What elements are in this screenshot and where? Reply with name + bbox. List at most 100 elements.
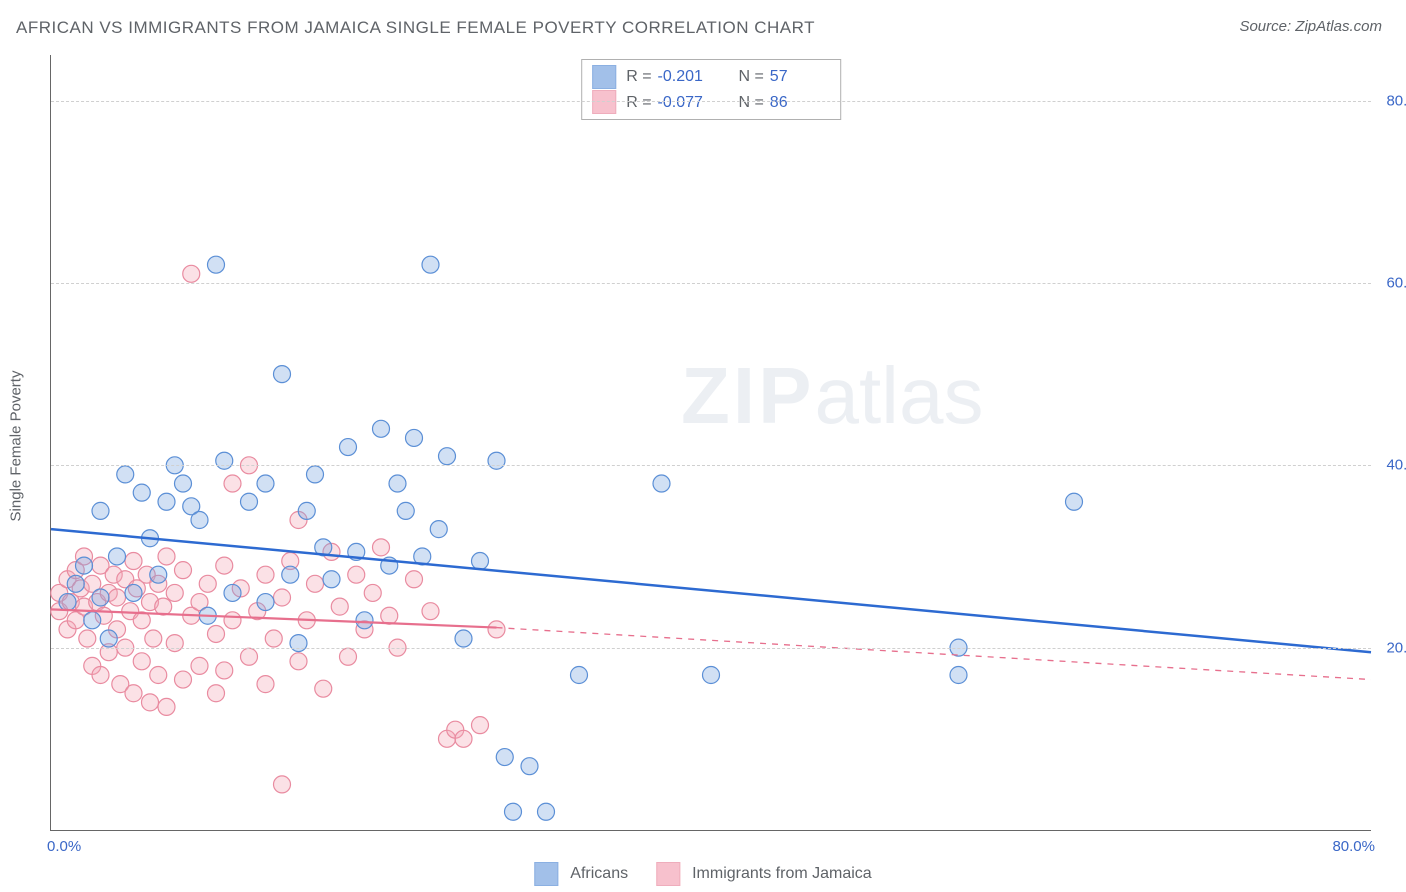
y-axis-title: Single Female Poverty	[8, 371, 25, 522]
y-tick-label: 60.0%	[1386, 274, 1406, 291]
data-point	[496, 749, 513, 766]
legend-item: Africans	[534, 862, 628, 886]
data-point	[145, 630, 162, 647]
data-point	[406, 571, 423, 588]
data-point	[257, 676, 274, 693]
data-point	[356, 612, 373, 629]
data-point	[703, 667, 720, 684]
legend-swatch	[592, 90, 616, 114]
data-point	[307, 575, 324, 592]
stats-legend-row: R = -0.077 N = 86	[592, 90, 830, 116]
y-tick-label: 40.0%	[1386, 457, 1406, 474]
legend-item: Immigrants from Jamaica	[656, 862, 872, 886]
data-point	[397, 502, 414, 519]
data-point	[348, 566, 365, 583]
data-point	[92, 589, 109, 606]
stats-legend: R = -0.201 N = 57R = -0.077 N = 86	[581, 59, 841, 120]
data-point	[538, 803, 555, 820]
stat-n-value: 57	[770, 64, 830, 90]
y-tick-label: 20.0%	[1386, 639, 1406, 656]
chart-title: AFRICAN VS IMMIGRANTS FROM JAMAICA SINGL…	[16, 18, 815, 38]
data-point	[298, 502, 315, 519]
data-point	[125, 584, 142, 601]
data-point	[84, 612, 101, 629]
stat-n-label: N =	[738, 90, 763, 116]
data-point	[150, 566, 167, 583]
data-point	[381, 607, 398, 624]
data-point	[455, 730, 472, 747]
data-point	[166, 584, 183, 601]
data-point	[216, 557, 233, 574]
data-point	[208, 256, 225, 273]
data-point	[340, 648, 357, 665]
series-legend: Africans Immigrants from Jamaica	[534, 862, 871, 886]
data-point	[282, 566, 299, 583]
legend-swatch	[656, 862, 680, 886]
legend-swatch	[592, 65, 616, 89]
stat-r-label: R =	[626, 90, 651, 116]
data-point	[76, 557, 93, 574]
source-label: Source: ZipAtlas.com	[1239, 18, 1382, 35]
data-point	[521, 758, 538, 775]
data-point	[274, 776, 291, 793]
legend-label: Immigrants from Jamaica	[692, 865, 872, 883]
data-point	[150, 667, 167, 684]
data-point	[389, 475, 406, 492]
data-point	[315, 680, 332, 697]
data-point	[59, 594, 76, 611]
data-point	[373, 420, 390, 437]
stat-r-value: -0.201	[658, 64, 718, 90]
data-point	[455, 630, 472, 647]
data-point	[257, 475, 274, 492]
data-point	[241, 648, 258, 665]
data-point	[257, 566, 274, 583]
data-point	[373, 539, 390, 556]
legend-swatch	[534, 862, 558, 886]
legend-label: Africans	[570, 865, 628, 883]
data-point	[290, 653, 307, 670]
data-point	[340, 439, 357, 456]
data-point	[505, 803, 522, 820]
data-point	[406, 429, 423, 446]
data-point	[422, 256, 439, 273]
data-point	[216, 662, 233, 679]
data-point	[472, 717, 489, 734]
data-point	[257, 594, 274, 611]
data-point	[488, 452, 505, 469]
data-point	[571, 667, 588, 684]
gridline	[51, 465, 1371, 466]
data-point	[191, 657, 208, 674]
x-tick-min: 0.0%	[47, 838, 81, 855]
data-point	[208, 625, 225, 642]
gridline	[51, 648, 1371, 649]
data-point	[224, 612, 241, 629]
data-point	[175, 562, 192, 579]
data-point	[155, 598, 172, 615]
data-point	[439, 448, 456, 465]
data-point	[265, 630, 282, 647]
trend-line-dashed	[497, 628, 1372, 680]
data-point	[216, 452, 233, 469]
data-point	[133, 484, 150, 501]
data-point	[1066, 493, 1083, 510]
stat-r-value: -0.077	[658, 90, 718, 116]
data-point	[175, 475, 192, 492]
data-point	[290, 635, 307, 652]
data-point	[191, 512, 208, 529]
x-tick-max: 80.0%	[1332, 838, 1375, 855]
data-point	[422, 603, 439, 620]
data-point	[472, 553, 489, 570]
data-point	[158, 698, 175, 715]
data-point	[224, 584, 241, 601]
data-point	[274, 589, 291, 606]
data-point	[653, 475, 670, 492]
data-point	[133, 653, 150, 670]
data-point	[79, 630, 96, 647]
data-point	[142, 694, 159, 711]
data-point	[158, 548, 175, 565]
chart-svg	[51, 55, 1371, 830]
stat-n-value: 86	[770, 90, 830, 116]
data-point	[109, 589, 126, 606]
stat-r-label: R =	[626, 64, 651, 90]
data-point	[323, 571, 340, 588]
